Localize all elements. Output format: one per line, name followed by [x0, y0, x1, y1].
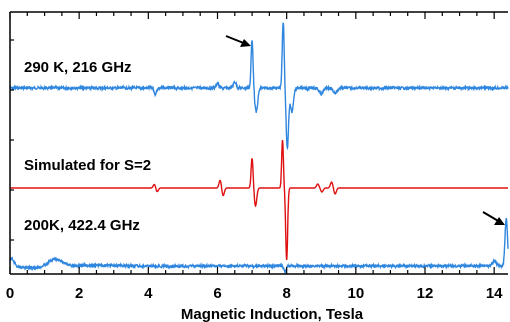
- x-tick-label: 2: [75, 285, 83, 302]
- x-tick-label: 0: [6, 285, 14, 302]
- x-tick-label: 4: [144, 285, 153, 302]
- x-axis: 0 2 4 6 8 10 12 14: [6, 11, 508, 302]
- arrow-annotation-2: [482, 211, 505, 225]
- x-tick-label: 12: [417, 285, 434, 302]
- x-tick-label: 10: [347, 285, 364, 302]
- series-line-1: [10, 139, 508, 261]
- x-tick-label: 6: [213, 285, 221, 302]
- arrow-annotation-1: [225, 35, 251, 47]
- series-label-200k: 200K, 422.4 GHz: [24, 217, 140, 234]
- x-tick-label: 14: [486, 285, 503, 302]
- x-tick-label: 8: [282, 285, 290, 302]
- series-line-2: [9, 217, 509, 275]
- x-axis-title: Magnetic Induction, Tesla: [181, 306, 364, 322]
- series-label-290k: 290 K, 216 GHz: [24, 59, 132, 76]
- series-label-simulated: Simulated for S=2: [24, 157, 151, 174]
- series-layer: [9, 22, 509, 275]
- series-line-0: [9, 22, 509, 151]
